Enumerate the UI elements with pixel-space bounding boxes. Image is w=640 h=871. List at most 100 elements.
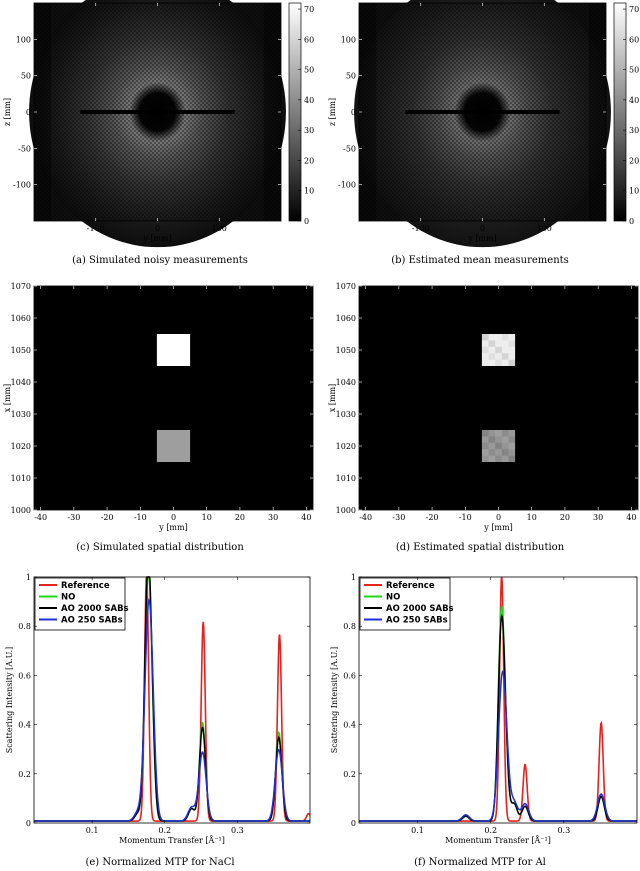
x-tick-label: 20 bbox=[235, 513, 245, 522]
panel-caption: (a) Simulated noisy measurements bbox=[72, 255, 248, 266]
voxel-noise bbox=[508, 359, 516, 366]
x-tick-label: 30 bbox=[268, 513, 278, 522]
voxel-noise bbox=[501, 353, 509, 360]
x-tick-label: 10 bbox=[527, 513, 537, 522]
voxel-noise bbox=[495, 449, 502, 456]
panel-caption: (c) Simulated spatial distribution bbox=[76, 542, 244, 553]
x-tick-label: 10 bbox=[202, 513, 212, 522]
voxel-block bbox=[481, 334, 516, 366]
x-tick-label: -30 bbox=[67, 513, 80, 522]
x-tick-label: -10 bbox=[134, 513, 147, 522]
voxel-noise bbox=[488, 346, 496, 354]
voxel-noise bbox=[488, 455, 496, 462]
panel-d: -40 -30 -20 -10 0 10 20 30 401070106010501040103… bbox=[328, 282, 639, 553]
voxel-noise bbox=[501, 436, 509, 443]
x-tick-label: 100 bbox=[212, 224, 227, 233]
y-tick-label: 0.6 bbox=[343, 671, 356, 680]
x-tick-label: -20 bbox=[101, 513, 114, 522]
y-tick-label: 1040 bbox=[11, 378, 31, 387]
voxel-noise bbox=[495, 334, 502, 341]
heatmap-background bbox=[34, 286, 313, 510]
voxel-block bbox=[156, 430, 191, 462]
voxel-noise bbox=[481, 346, 489, 354]
legend-label: AO 2000 SABs bbox=[386, 604, 454, 614]
voxel-noise bbox=[508, 346, 516, 354]
colorbar-tick-label: 40 bbox=[304, 96, 314, 105]
colorbar-tick-label: 20 bbox=[629, 156, 639, 165]
x-axis-label: Momentum Transfer [Å⁻¹] bbox=[445, 836, 551, 845]
colorbar-tick-label: 50 bbox=[304, 66, 314, 75]
y-tick-label: 1020 bbox=[336, 442, 356, 451]
panel-caption: (f) Normalized MTP for Al bbox=[414, 857, 546, 868]
x-tick-label: -20 bbox=[426, 513, 439, 522]
voxel-noise bbox=[495, 353, 502, 360]
voxel-noise bbox=[481, 353, 489, 360]
colorbar-tick-label: 10 bbox=[304, 187, 314, 196]
edge-band-left bbox=[359, 3, 377, 221]
x-tick-label: 0.1 bbox=[411, 826, 424, 835]
x-tick-label: -100 bbox=[412, 224, 430, 233]
y-tick-label: -100 bbox=[338, 181, 356, 190]
beam-stop-line bbox=[80, 110, 235, 114]
y-tick-label: 0 bbox=[351, 108, 356, 117]
y-tick-label: 0.2 bbox=[18, 770, 31, 779]
legend-label: AO 250 SABs bbox=[61, 616, 123, 626]
voxel-noise bbox=[488, 359, 496, 366]
x-tick-label: 30 bbox=[593, 513, 603, 522]
x-tick-label: 0.1 bbox=[86, 826, 99, 835]
x-tick-label: 40 bbox=[301, 513, 311, 522]
panel-caption: (d) Estimated spatial distribution bbox=[396, 542, 565, 553]
legend-label: NO bbox=[386, 593, 400, 603]
legend-label: Reference bbox=[386, 581, 435, 591]
series-line-ao-250-sabs bbox=[34, 597, 310, 822]
x-tick-label: 100 bbox=[537, 224, 552, 233]
voxel-block bbox=[481, 430, 516, 462]
y-axis-label: Scattering Intensity [A.U.] bbox=[5, 647, 14, 754]
legend-label: AO 250 SABs bbox=[386, 616, 448, 626]
x-tick-label: 40 bbox=[626, 513, 636, 522]
voxel-noise bbox=[488, 353, 496, 360]
y-axis-label: Scattering Intensity [A.U.] bbox=[330, 647, 339, 754]
colorbar bbox=[288, 2, 302, 222]
colorbar-tick-label: 40 bbox=[629, 96, 639, 105]
y-tick-label: 100 bbox=[16, 35, 31, 44]
voxel-noise bbox=[495, 442, 502, 450]
y-tick-label: 1000 bbox=[11, 506, 31, 515]
y-tick-label: 1010 bbox=[336, 474, 356, 483]
y-tick-label: 0.4 bbox=[18, 721, 31, 730]
x-axis-label: Momentum Transfer [Å⁻¹] bbox=[119, 836, 225, 845]
y-tick-label: 50 bbox=[21, 72, 31, 81]
y-axis-label: z [mm] bbox=[3, 98, 12, 126]
x-tick-label: 0.3 bbox=[231, 826, 244, 835]
colorbar-tick-label: 20 bbox=[304, 156, 314, 165]
y-tick-label: 0 bbox=[351, 819, 356, 828]
y-tick-label: 1060 bbox=[336, 314, 356, 323]
y-tick-label: 1020 bbox=[11, 442, 31, 451]
y-tick-label: 0.8 bbox=[18, 622, 31, 631]
legend-box bbox=[34, 577, 126, 631]
x-tick-label: -10 bbox=[459, 513, 472, 522]
y-tick-label: 0 bbox=[26, 108, 31, 117]
voxel-noise bbox=[481, 442, 489, 450]
y-tick-label: 0.4 bbox=[343, 721, 356, 730]
y-tick-label: 1 bbox=[351, 573, 356, 582]
x-tick-label: 0 bbox=[480, 224, 485, 233]
y-tick-label: 0.2 bbox=[343, 770, 356, 779]
voxel-noise bbox=[501, 340, 509, 347]
x-axis-label: y [mm] bbox=[467, 234, 496, 243]
y-tick-label: 50 bbox=[346, 72, 356, 81]
colorbar-tick-label: 70 bbox=[304, 5, 314, 14]
voxel-noise bbox=[495, 346, 502, 354]
panel-caption: (e) Normalized MTP for NaCl bbox=[85, 857, 234, 868]
voxel-noise bbox=[495, 430, 502, 437]
x-axis-label: y [mm] bbox=[483, 523, 512, 532]
y-tick-label: 0 bbox=[26, 819, 31, 828]
colorbar-tick-label: 0 bbox=[304, 217, 309, 226]
voxel-noise bbox=[501, 449, 509, 456]
y-tick-label: 1030 bbox=[11, 410, 31, 419]
x-tick-label: 0 bbox=[171, 513, 176, 522]
